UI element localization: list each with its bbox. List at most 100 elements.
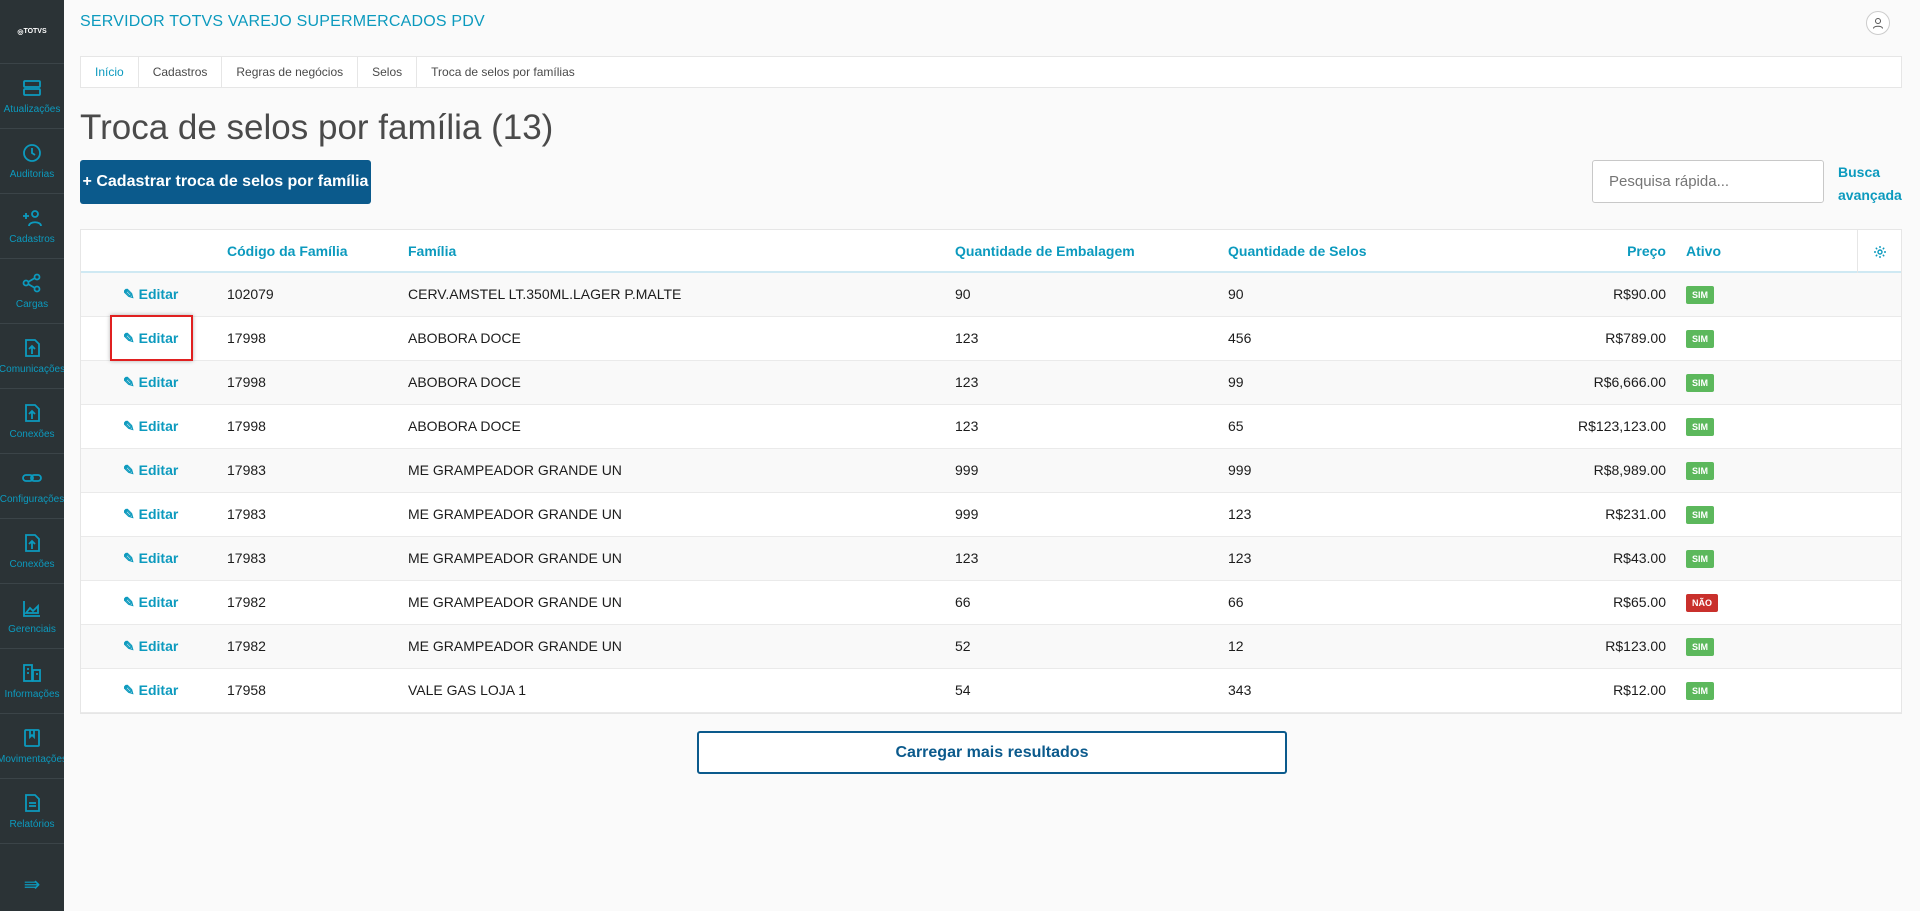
add-button[interactable]: + Cadastrar troca de selos por família	[80, 160, 371, 204]
table-row: ✎ Editar 17998 ABOBORA DOCE 123 456 R$78…	[81, 317, 1901, 361]
sidebar-item-6[interactable]: Configurações	[0, 454, 64, 519]
table-row: ✎ Editar 17958 VALE GAS LOJA 1 54 343 R$…	[81, 669, 1901, 713]
search-input[interactable]	[1609, 173, 1808, 190]
cell-codigo: 17998	[227, 330, 266, 346]
pencil-icon: ✎	[123, 594, 135, 610]
cell-preco: R$43.00	[1613, 550, 1666, 566]
sidebar-item-3[interactable]: Cargas	[0, 259, 64, 324]
quick-search[interactable]	[1592, 160, 1824, 203]
cell-familia: ABOBORA DOCE	[408, 330, 521, 346]
edit-button[interactable]: ✎ Editar	[123, 493, 178, 536]
advanced-search-link[interactable]: Busca avançada	[1838, 161, 1902, 207]
breadcrumb-inicio[interactable]: Início	[81, 56, 139, 88]
cell-codigo: 102079	[227, 286, 274, 302]
sidebar-item-7[interactable]: Conexões	[0, 519, 64, 584]
col-codigo[interactable]: Código da Família	[227, 243, 348, 259]
table-header: Código da Família Família Quantidade de …	[81, 230, 1901, 273]
edit-button[interactable]: ✎ Editar	[123, 449, 178, 492]
sidebar-item-8[interactable]: Gerenciais	[0, 584, 64, 649]
table-row: ✎ Editar 17983 ME GRAMPEADOR GRANDE UN 1…	[81, 537, 1901, 581]
page-title: Troca de selos por família (13)	[80, 108, 554, 147]
load-more-button[interactable]: Carregar mais resultados	[697, 731, 1287, 774]
sidebar-item-label: Gerenciais	[8, 624, 56, 635]
cell-familia: ME GRAMPEADOR GRANDE UN	[408, 462, 622, 478]
cell-embalagem: 66	[955, 594, 971, 610]
cell-embalagem: 123	[955, 330, 979, 346]
edit-label[interactable]: Editar	[138, 374, 179, 390]
sidebar-item-11[interactable]: Relatórios	[0, 779, 64, 844]
breadcrumb-regras[interactable]: Regras de negócios	[222, 56, 359, 88]
col-selos[interactable]: Quantidade de Selos	[1228, 243, 1367, 259]
sidebar-item-10[interactable]: Movimentações	[0, 714, 64, 779]
edit-button[interactable]: ✎ Editar	[123, 273, 178, 316]
table-settings-icon[interactable]	[1857, 230, 1901, 273]
sidebar-item-label: Auditorias	[9, 169, 55, 180]
status-badge: SIM	[1686, 330, 1715, 349]
edit-button[interactable]: ✎ Editar	[123, 405, 178, 448]
edit-label[interactable]: Editar	[138, 330, 179, 346]
status-badge: SIM	[1686, 682, 1715, 701]
edit-button[interactable]: ✎ Editar	[123, 361, 178, 404]
cell-ativo: SIM	[1686, 669, 1715, 712]
add-user-icon	[23, 210, 42, 227]
edit-button[interactable]: ✎ Editar	[123, 669, 178, 712]
collapse-menu-icon[interactable]: ⇛	[23, 874, 41, 896]
sidebar-item-0[interactable]: Atualizações	[0, 64, 64, 129]
edit-button[interactable]: ✎ Editar	[123, 537, 178, 580]
cell-familia: ME GRAMPEADOR GRANDE UN	[408, 594, 622, 610]
breadcrumb-current: Troca de selos por famílias	[431, 65, 575, 79]
cell-codigo: 17982	[227, 638, 266, 654]
cell-embalagem: 123	[955, 374, 979, 390]
sidebar-item-9[interactable]: Informações	[0, 649, 64, 714]
edit-label[interactable]: Editar	[138, 638, 179, 654]
cell-selos: 999	[1228, 462, 1252, 478]
cell-codigo: 17998	[227, 374, 266, 390]
edit-label[interactable]: Editar	[138, 286, 179, 302]
status-badge: SIM	[1686, 418, 1715, 437]
edit-label[interactable]: Editar	[138, 550, 179, 566]
edit-label[interactable]: Editar	[138, 506, 179, 522]
edit-button[interactable]: ✎ Editar	[123, 625, 178, 668]
pencil-icon: ✎	[123, 638, 135, 654]
sidebar-item-2[interactable]: Cadastros	[0, 194, 64, 259]
sidebar-item-1[interactable]: Auditorias	[0, 129, 64, 194]
edit-button[interactable]: ✎ Editar	[123, 581, 178, 624]
cell-familia: VALE GAS LOJA 1	[408, 682, 527, 698]
user-avatar-icon[interactable]	[1866, 11, 1890, 35]
breadcrumb: Início Cadastros Regras de negócios Selo…	[80, 56, 1902, 88]
col-embalagem[interactable]: Quantidade de Embalagem	[955, 243, 1135, 259]
cell-selos: 343	[1228, 682, 1252, 698]
edit-label[interactable]: Editar	[138, 682, 179, 698]
breadcrumb-cadastros[interactable]: Cadastros	[139, 56, 223, 88]
sidebar-item-4[interactable]: Comunicações	[0, 324, 64, 389]
col-ativo[interactable]: Ativo	[1686, 243, 1721, 259]
edit-label[interactable]: Editar	[138, 594, 179, 610]
table-row: ✎ Editar 17982 ME GRAMPEADOR GRANDE UN 5…	[81, 625, 1901, 669]
edit-label[interactable]: Editar	[138, 418, 179, 434]
cell-codigo: 17983	[227, 462, 266, 478]
cell-ativo: SIM	[1686, 493, 1715, 536]
cell-preco: R$6,666.00	[1593, 374, 1666, 390]
cell-preco: R$12.00	[1613, 682, 1666, 698]
pencil-icon: ✎	[123, 682, 135, 698]
sidebar-item-label: Configurações	[0, 494, 64, 505]
table-row: ✎ Editar 102079 CERV.AMSTEL LT.350ML.LAG…	[81, 273, 1901, 317]
cell-selos: 12	[1228, 638, 1244, 654]
cell-selos: 456	[1228, 330, 1252, 346]
share-icon	[22, 273, 41, 293]
edit-button[interactable]: ✎ Editar	[123, 317, 178, 360]
cell-familia: ME GRAMPEADOR GRANDE UN	[408, 638, 622, 654]
cell-preco: R$123,123.00	[1578, 418, 1666, 434]
edit-label[interactable]: Editar	[138, 462, 179, 478]
col-preco[interactable]: Preço	[1627, 243, 1666, 259]
col-familia[interactable]: Família	[408, 243, 457, 259]
cell-ativo: SIM	[1686, 361, 1715, 404]
pencil-icon: ✎	[123, 286, 135, 302]
advanced-search-line1[interactable]: Busca	[1838, 164, 1881, 180]
cell-embalagem: 90	[955, 286, 971, 302]
cell-selos: 123	[1228, 550, 1252, 566]
cell-familia: ABOBORA DOCE	[408, 374, 521, 390]
sidebar-item-5[interactable]: Conexões	[0, 389, 64, 454]
advanced-search-line2[interactable]: avançada	[1838, 187, 1902, 203]
breadcrumb-selos[interactable]: Selos	[358, 56, 418, 88]
